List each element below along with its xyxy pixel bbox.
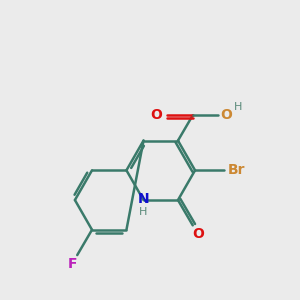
- Text: H: H: [139, 207, 148, 218]
- Text: N: N: [138, 192, 149, 206]
- Text: O: O: [150, 108, 162, 122]
- Text: H: H: [234, 102, 242, 112]
- Text: Br: Br: [228, 163, 245, 177]
- Text: F: F: [67, 257, 77, 271]
- Text: O: O: [220, 108, 232, 122]
- Text: O: O: [192, 227, 204, 241]
